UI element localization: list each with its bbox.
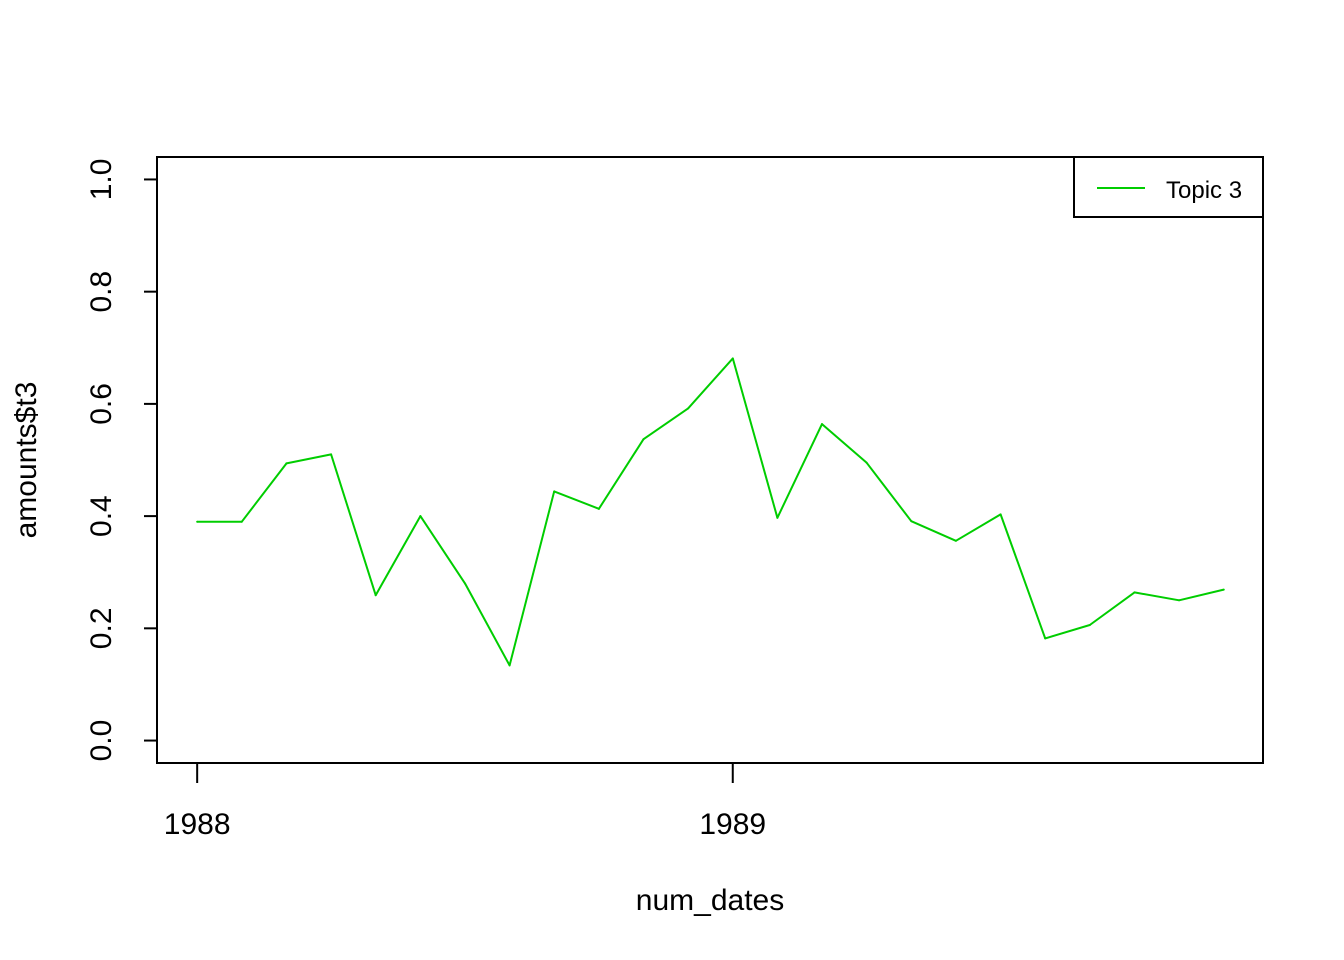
data-point: [910, 520, 913, 523]
data-point: [1088, 623, 1091, 626]
data-point: [731, 357, 734, 360]
data-point: [240, 520, 243, 523]
y-tick-label: 0.6: [85, 383, 118, 425]
data-point: [508, 664, 511, 667]
y-tick-label: 0.8: [85, 271, 118, 313]
legend: Topic 3: [1073, 156, 1264, 218]
data-point: [1222, 588, 1225, 591]
y-tick-label: 0.2: [85, 607, 118, 649]
data-point: [776, 516, 779, 519]
x-axis: 1988 1989: [164, 762, 766, 841]
data-point: [419, 515, 422, 518]
y-tick-label: 0.0: [85, 720, 118, 762]
y-tick-label: 0.4: [85, 495, 118, 537]
data-point: [463, 582, 466, 585]
data-point: [954, 539, 957, 542]
y-axis: 0.0 0.2 0.4 0.6 0.8 1.0: [85, 159, 158, 762]
series-layer: [196, 357, 1225, 667]
y-tick-label: 1.0: [85, 159, 118, 201]
data-point: [285, 462, 288, 465]
data-point: [1133, 591, 1136, 594]
legend-box: [1073, 156, 1264, 218]
data-point: [865, 461, 868, 464]
legend-label: Topic 3: [1166, 177, 1242, 204]
data-point: [196, 520, 199, 523]
data-point: [330, 453, 333, 456]
data-point: [1044, 637, 1047, 640]
x-tick-label: 1989: [699, 808, 766, 841]
data-point: [597, 507, 600, 510]
data-point: [999, 513, 1002, 516]
data-point: [642, 438, 645, 441]
data-point: [821, 423, 824, 426]
data-point: [687, 407, 690, 410]
y-axis-label: amounts$t3: [10, 382, 43, 539]
data-point: [374, 594, 377, 597]
plot-frame: [156, 156, 1264, 764]
x-tick-label: 1988: [164, 808, 231, 841]
x-axis-label: num_dates: [636, 884, 784, 917]
data-point: [553, 490, 556, 493]
series-line-topic-3: [197, 357, 1224, 667]
data-point: [1178, 599, 1181, 602]
